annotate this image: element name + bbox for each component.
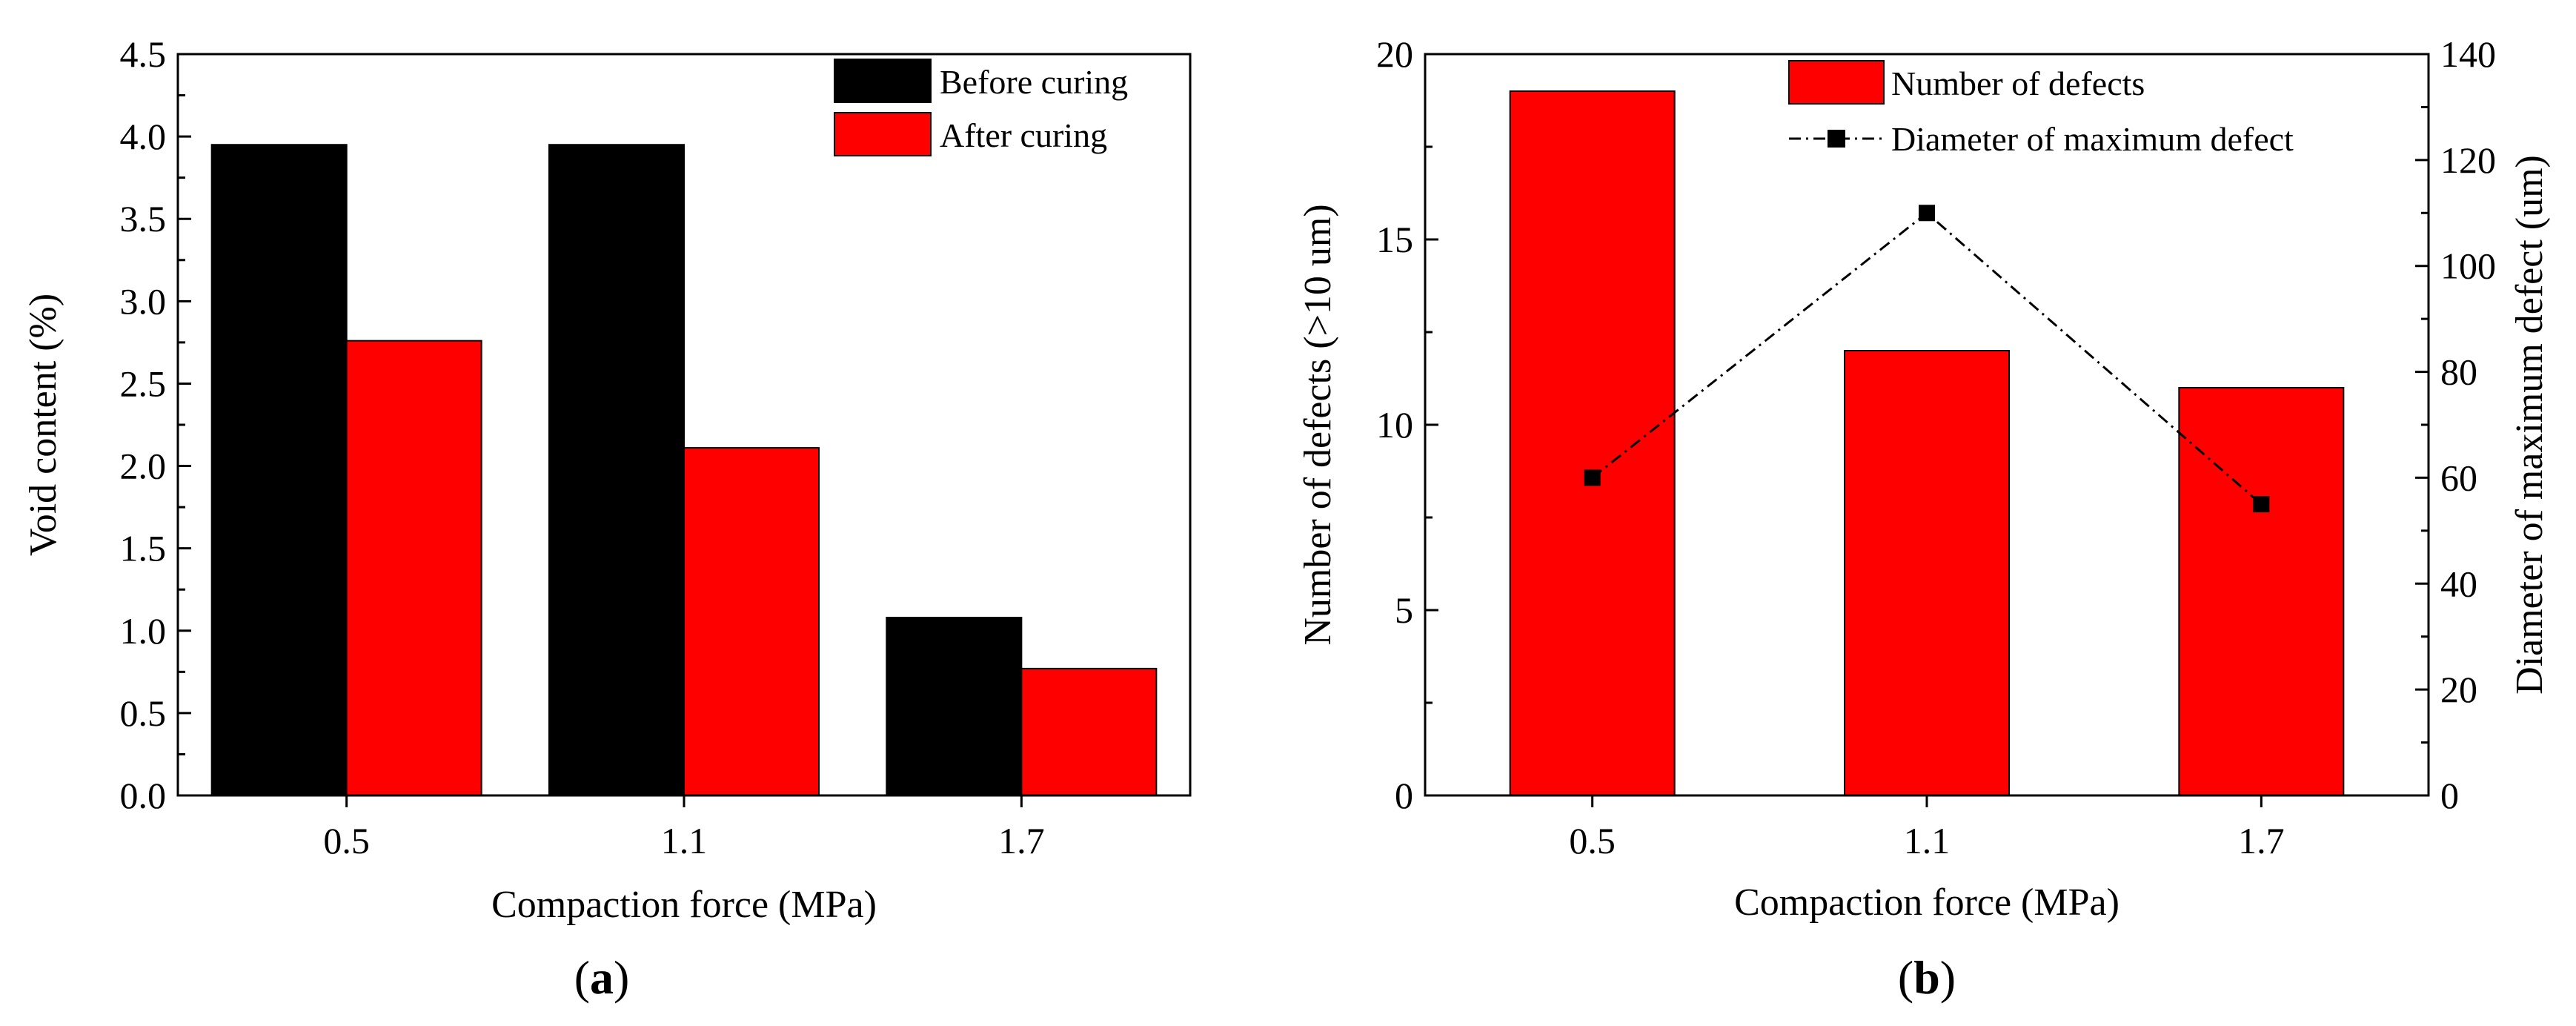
point-diameter-of-maximum-defect-1-7	[2253, 496, 2270, 513]
right-y-tick-label: 20	[2440, 669, 2477, 710]
bar-before-curing-0-5	[210, 144, 348, 796]
panel-a-chart: 0.0 0.5 1.0 1.5 2.0 2.5 3.0 3.5 4.0 4.5 0.5 1.1 1.7…	[22, 33, 1192, 1004]
panel-a-legend: Before curing After curing	[834, 59, 1128, 156]
panel-a-label: (a)	[574, 951, 630, 1004]
y-tick-label: 0.0	[120, 775, 167, 816]
left-y-tick-label: 0	[1395, 775, 1413, 816]
legend-swatch-before-curing	[834, 59, 932, 103]
panel-b-x-axis: 0.5 1.1 1.7	[1569, 795, 2285, 861]
left-y-tick-label: 20	[1376, 33, 1413, 75]
panel-b-label-open: (	[1898, 951, 1913, 1004]
bar-number-of-defects-0-5	[1509, 90, 1676, 796]
y-tick-label: 4.5	[120, 33, 167, 75]
legend-marker-diameter-of-maximum-defect	[1828, 130, 1845, 148]
y-tick-label: 1.5	[120, 528, 167, 569]
panel-a-bars	[210, 144, 1158, 797]
legend-label-before-curing: Before curing	[940, 63, 1128, 101]
x-tick-label: 1.7	[2238, 820, 2285, 861]
right-y-tick-label: 60	[2440, 457, 2477, 498]
right-y-tick-label: 100	[2440, 245, 2496, 287]
y-tick-label: 2.0	[120, 446, 167, 487]
panel-b-right-y-axis-title: Diameter of maximum defect (um)	[2509, 155, 2551, 695]
right-y-tick-label: 80	[2440, 351, 2477, 393]
y-tick-label: 1.0	[120, 610, 167, 652]
panel-b-line-series	[1584, 205, 2270, 513]
panel-b-x-axis-title: Compaction force (MPa)	[1734, 881, 2119, 924]
bar-before-curing-1-1	[548, 144, 685, 796]
legend-label-number-of-defects: Number of defects	[1891, 64, 2145, 102]
y-tick-label: 3.0	[120, 280, 167, 322]
panel-b-chart: 0 5 10 15 20 0 20 40 60 80 100 120 140 0.5 1.1 1.7 Nu…	[1297, 33, 2551, 1004]
right-y-tick-label: 140	[2440, 33, 2496, 75]
x-tick-label: 0.5	[323, 820, 370, 861]
legend-label-diameter-of-maximum-defect: Diameter of maximum defect	[1891, 120, 2294, 158]
right-y-tick-label: 40	[2440, 563, 2477, 604]
x-tick-label: 1.7	[998, 820, 1045, 861]
left-y-tick-label: 5	[1395, 589, 1413, 631]
panel-a-x-axis: 0.5 1.1 1.7	[323, 795, 1045, 861]
x-tick-label: 0.5	[1569, 820, 1616, 861]
bar-number-of-defects-1-1	[1844, 350, 2010, 796]
panel-a-label-letter: a	[590, 951, 614, 1004]
legend-label-after-curing: After curing	[940, 116, 1107, 154]
panel-b-label-letter: b	[1913, 951, 1940, 1004]
panel-b-bars	[1509, 90, 2345, 796]
bar-after-curing-1-7	[1020, 667, 1158, 797]
bar-before-curing-1-7	[886, 617, 1023, 796]
bar-after-curing-0-5	[345, 340, 482, 796]
legend-swatch-after-curing	[834, 112, 932, 156]
panel-a-label-open: (	[574, 951, 590, 1004]
panel-a-y-axis-title: Void content (%)	[22, 294, 64, 556]
bar-after-curing-1-1	[683, 447, 820, 796]
point-diameter-of-maximum-defect-1-1	[1919, 205, 1935, 222]
panel-a-label-close: )	[614, 951, 629, 1004]
y-tick-label: 2.5	[120, 363, 167, 404]
panel-b-legend: Number of defects Diameter of maximum de…	[1788, 60, 2294, 158]
right-y-tick-label: 0	[2440, 775, 2459, 816]
panel-a-y-axis: 0.0 0.5 1.0 1.5 2.0 2.5 3.0 3.5 4.0 4.5	[120, 33, 191, 816]
panel-b-left-y-axis: 0 5 10 15 20	[1376, 33, 1438, 816]
panel-b-label-close: )	[1940, 951, 1956, 1004]
left-y-tick-label: 15	[1376, 219, 1413, 260]
right-y-tick-label: 120	[2440, 139, 2496, 181]
x-tick-label: 1.1	[1904, 820, 1951, 861]
panel-b-left-y-axis-title: Number of defects (>10 um)	[1297, 204, 1339, 645]
left-y-tick-label: 10	[1376, 404, 1413, 446]
y-tick-label: 0.5	[120, 692, 167, 734]
panel-b-label: (b)	[1898, 951, 1956, 1004]
point-diameter-of-maximum-defect-0-5	[1584, 469, 1601, 486]
bar-number-of-defects-1-7	[2178, 387, 2345, 796]
x-tick-label: 1.1	[661, 820, 708, 861]
y-tick-label: 4.0	[120, 116, 167, 157]
y-tick-label: 3.5	[120, 198, 167, 239]
legend-swatch-number-of-defects	[1788, 60, 1885, 105]
panel-b-right-y-axis: 0 20 40 60 80 100 120 140	[2415, 33, 2496, 816]
panel-a-x-axis-title: Compaction force (MPa)	[491, 884, 877, 926]
